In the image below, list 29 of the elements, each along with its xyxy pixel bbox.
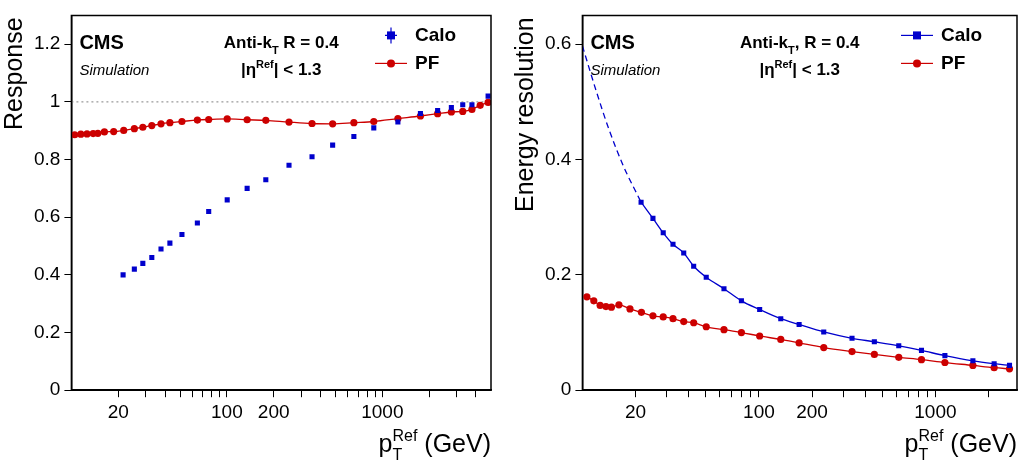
- legend-label: Calo: [415, 24, 457, 46]
- y-tick-label: 0.6: [33, 205, 61, 227]
- y-axis-title: Response: [0, 17, 27, 130]
- y-tick-label: 0.4: [544, 147, 572, 169]
- legend-label: PF: [941, 52, 966, 74]
- x-tick-label: 20: [107, 400, 129, 422]
- x-tick-label: 100: [211, 400, 243, 422]
- legend-label: PF: [415, 52, 440, 74]
- y-tick-label: 0: [49, 378, 61, 400]
- y-tick-label: 0.6: [544, 32, 572, 54]
- x-tick-label: 200: [796, 400, 828, 422]
- y-tick-label: 0.2: [544, 263, 572, 285]
- y-tick-label: 1.2: [33, 32, 61, 54]
- annotation: CMS: [590, 31, 635, 54]
- annotation: Simulation: [590, 61, 661, 79]
- y-axis-title: Energy resolution: [510, 17, 538, 212]
- x-tick-label: 1000: [914, 400, 957, 422]
- y-tick-label: 1: [49, 90, 61, 112]
- y-tick-label: 0.2: [33, 320, 61, 342]
- x-tick-label: 20: [624, 400, 647, 422]
- annotation: CMS: [79, 31, 124, 54]
- annotation: Simulation: [79, 61, 150, 79]
- y-tick-label: 0.8: [33, 147, 61, 169]
- x-tick-label: 100: [743, 400, 775, 422]
- x-tick-label: 200: [257, 400, 290, 422]
- y-tick-label: 0.4: [33, 263, 61, 285]
- legend-label: Calo: [941, 24, 983, 46]
- y-tick-label: 0: [560, 378, 572, 400]
- x-tick-label: 1000: [361, 400, 404, 422]
